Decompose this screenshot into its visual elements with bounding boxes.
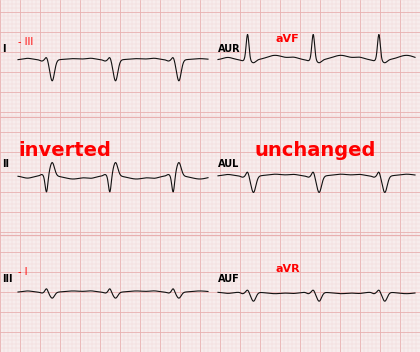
Text: AUF: AUF [218,274,240,284]
Text: II: II [2,159,9,169]
Text: III: III [2,274,13,284]
Text: AUR: AUR [218,44,241,54]
Text: - III: - III [18,37,33,47]
Text: - I: - I [18,267,27,277]
Text: aVF: aVF [275,34,299,44]
Text: inverted: inverted [18,141,111,160]
Text: I: I [2,44,5,54]
Text: AUL: AUL [218,159,239,169]
Text: unchanged: unchanged [255,141,376,160]
Text: aVR: aVR [275,264,299,274]
